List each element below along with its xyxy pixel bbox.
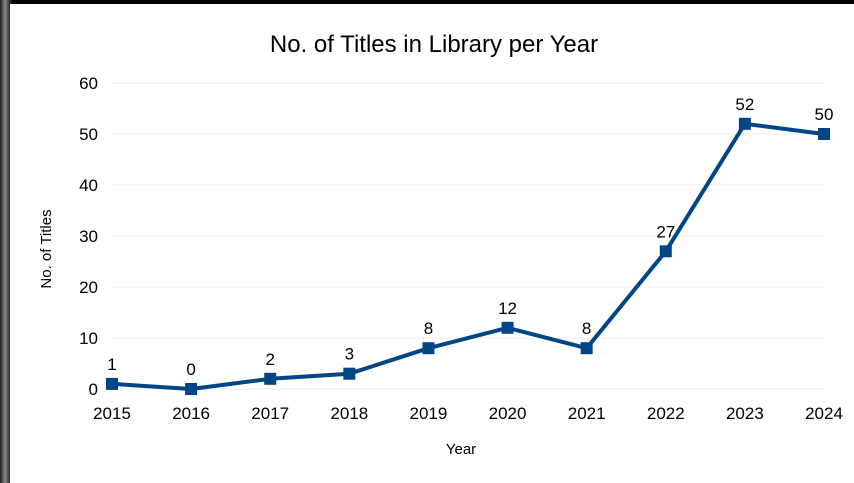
x-tick-label: 2019 [410,404,448,423]
y-axis-title: No. of Titles [38,209,55,288]
x-tick-label: 2023 [726,404,764,423]
data-point-2020 [501,321,514,334]
y-tick-label: 0 [89,380,98,399]
data-point-2019 [422,342,435,355]
data-label-2020: 12 [498,299,517,318]
x-tick-label: 2018 [330,404,368,423]
data-label-2015: 1 [107,355,116,374]
data-point-2024 [818,128,830,140]
data-labels: 1 0 2 3 8 12 8 27 52 50 [107,95,833,379]
gridlines [112,82,824,390]
chart-panel [10,4,854,483]
data-point-2022 [659,245,672,258]
data-point-2018 [343,367,356,380]
chart-title: No. of Titles in Library per Year [270,31,598,58]
data-label-2019: 8 [424,319,433,338]
data-point-2023 [738,117,751,130]
x-tick-label: 2015 [93,404,131,423]
x-tick-label: 2021 [568,404,606,423]
y-tick-label: 60 [79,74,98,93]
series-line [111,121,825,391]
x-tick-label: 2016 [172,404,210,423]
y-tick-label: 10 [79,329,98,348]
y-tick-label: 30 [79,227,98,246]
data-label-2016: 0 [186,360,195,379]
data-label-2021: 8 [582,319,591,338]
x-tick-label: 2017 [251,404,289,423]
data-label-2018: 3 [345,345,354,364]
data-markers [106,117,830,395]
x-tick-label: 2020 [489,404,527,423]
data-label-2024: 50 [815,105,834,124]
x-tick-label: 2022 [647,404,685,423]
data-point-2016 [185,383,198,395]
x-axis-title: Year [446,441,476,458]
data-point-2021 [580,342,593,355]
y-tick-labels: 0 10 20 30 40 50 60 [79,74,98,399]
y-tick-label: 50 [79,125,98,144]
data-point-2017 [264,372,277,385]
data-point-2015 [106,377,118,390]
y-tick-label: 40 [79,176,98,195]
data-label-2022: 27 [656,222,675,241]
data-label-2017: 2 [265,350,274,369]
x-tick-labels: 2015 2016 2017 2018 2019 2020 2021 2022 2023 2024 [93,404,843,423]
data-label-2023: 52 [735,95,754,114]
y-tick-label: 20 [79,278,98,297]
x-tick-label: 2024 [805,404,843,423]
